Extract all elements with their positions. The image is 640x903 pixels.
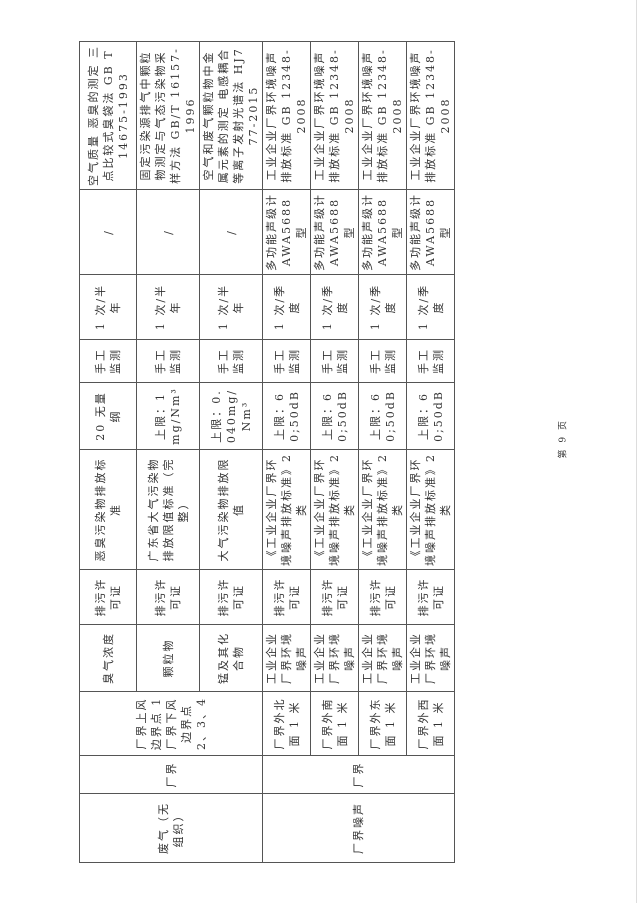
limit-cell: 上限：1mg/Nm³ <box>136 382 200 450</box>
instrument-cell: 多功能声级计 AWA5688 型 <box>262 189 311 275</box>
mode-cell: 手工监测 <box>199 339 263 383</box>
method-cell: 工业企业厂界环境噪声排放标准 GB 12348-2008 <box>310 41 359 190</box>
table-row: 废气（无组织） 厂界 厂界上风边界点 1 厂界下风边界点 2、3、4 臭气浓度 排污许可… <box>79 41 263 863</box>
method-cell: 工业企业厂界环境噪声排放标准 GB 12348-2008 <box>358 41 407 190</box>
standard-cell: 《工业企业厂界环境噪声排放标准》2 类 <box>358 449 407 570</box>
instrument-cell: / <box>199 189 263 275</box>
location-cell: 厂界 <box>79 755 263 794</box>
limit-cell: 上限：60;50dB <box>358 382 407 450</box>
source-cell: 排污许可证 <box>310 569 359 625</box>
limit-cell: 上限：60;50dB <box>310 382 359 450</box>
standard-cell: 《工业企业厂界环境噪声排放标准》2 类 <box>406 449 455 570</box>
page-edge <box>636 0 637 903</box>
method-cell: 工业企业厂界环境噪声排放标准 GB 12348-2008 <box>406 41 455 190</box>
method-cell: 空气质量 恶臭的测定 三点比较式臭袋法 GB T 14675-1993 <box>79 41 137 190</box>
point-cell: 厂界外南面 1 米 <box>310 691 359 756</box>
monitoring-table: 废气（无组织） 厂界 厂界上风边界点 1 厂界下风边界点 2、3、4 臭气浓度 排污许可… <box>79 41 455 863</box>
category-cell: 厂界噪声 <box>262 793 455 863</box>
table-row: 厂界噪声 厂界 厂界外北面 1 米工业企业厂界环境噪声 排污许可证 《工业企业厂界环境噪… <box>262 41 455 863</box>
source-cell: 排污许可证 <box>262 569 311 625</box>
source-cell: 排污许可证 <box>79 569 137 625</box>
table-row: 厂界外西面 1 米工业企业厂界环境噪声 排污许可证 《工业企业厂界环境噪声排放标准》… <box>406 41 455 863</box>
mode-cell: 手工监测 <box>358 339 407 383</box>
method-cell: 固定污染源排气中颗粒物测定与气态污染物采样方法 GB/T 16157-1996 <box>136 41 200 190</box>
source-cell: 排污许可证 <box>406 569 455 625</box>
standard-cell: 大气污染物排放限值 <box>199 449 263 570</box>
item-cell: 锰及其化合物 <box>199 624 263 692</box>
method-cell: 空气和废气颗粒物中金属元素的测定 电感耦合等离子发射光谱法 HJ777-2015 <box>199 41 263 190</box>
instrument-cell: 多功能声级计 AWA5688 型 <box>406 189 455 275</box>
item-cell: 工业企业厂界环境噪声 <box>262 624 311 692</box>
mode-cell: 手工监测 <box>310 339 359 383</box>
rotated-page: 废气（无组织） 厂界 厂界上风边界点 1 厂界下风边界点 2、3、4 臭气浓度 排污许可… <box>79 41 455 863</box>
frequency-cell: 1 次/季度 <box>358 274 407 340</box>
mode-cell: 手工监测 <box>262 339 311 383</box>
method-cell: 工业企业厂界环境噪声排放标准 GB 12348-2008 <box>262 41 311 190</box>
item-cell: 颗粒物 <box>136 624 200 692</box>
frequency-cell: 1 次/季度 <box>310 274 359 340</box>
frequency-cell: 1 次/季度 <box>262 274 311 340</box>
limit-cell: 20 无量纲 <box>79 382 137 450</box>
mode-cell: 手工监测 <box>406 339 455 383</box>
mode-cell: 手工监测 <box>79 339 137 383</box>
points-cell: 厂界上风边界点 1 厂界下风边界点 2、3、4 <box>79 691 263 756</box>
standard-cell: 《工业企业厂界环境噪声排放标准》2 类 <box>262 449 311 570</box>
source-cell: 排污许可证 <box>199 569 263 625</box>
limit-cell: 上限：60;50dB <box>406 382 455 450</box>
standard-cell: 《工业企业厂界环境噪声排放标准》2 类 <box>310 449 359 570</box>
category-cell: 废气（无组织） <box>79 793 263 863</box>
instrument-cell: / <box>136 189 200 275</box>
standard-cell: 恶臭污染物排放标准 <box>79 449 137 570</box>
point-cell: 厂界外东面 1 米 <box>358 691 407 756</box>
source-cell: 排污许可证 <box>358 569 407 625</box>
item-cell: 臭气浓度 <box>79 624 137 692</box>
table-row: 厂界外东面 1 米工业企业厂界环境噪声 排污许可证 《工业企业厂界环境噪声排放标准》… <box>358 41 407 863</box>
limit-cell: 上限：60;50dB <box>262 382 311 450</box>
instrument-cell: / <box>79 189 137 275</box>
instrument-cell: 多功能声级计 AWA5688 型 <box>358 189 407 275</box>
frequency-cell: 1 次/半年 <box>136 274 200 340</box>
limit-cell: 上限：0.040mg/Nm³ <box>199 382 263 450</box>
frequency-cell: 1 次/季度 <box>406 274 455 340</box>
standard-cell: 广东省大气污染物排放限值标准（完整） <box>136 449 200 570</box>
source-cell: 排污许可证 <box>136 569 200 625</box>
item-cell: 工业企业厂界环境噪声 <box>310 624 359 692</box>
point-cell: 厂界外西面 1 米 <box>406 691 455 756</box>
mode-cell: 手工监测 <box>136 339 200 383</box>
item-cell: 工业企业厂界环境噪声 <box>358 624 407 692</box>
instrument-cell: 多功能声级计 AWA5688 型 <box>310 189 359 275</box>
page-number: 第 9 页 <box>558 419 569 459</box>
item-cell: 工业企业厂界环境噪声 <box>406 624 455 692</box>
point-cell: 厂界外北面 1 米 <box>262 691 311 756</box>
location-cell: 厂界 <box>262 755 455 794</box>
frequency-cell: 1 次/半年 <box>79 274 137 340</box>
table-row: 厂界外南面 1 米工业企业厂界环境噪声 排污许可证 《工业企业厂界环境噪声排放标准》… <box>310 41 359 863</box>
frequency-cell: 1 次/半年 <box>199 274 263 340</box>
